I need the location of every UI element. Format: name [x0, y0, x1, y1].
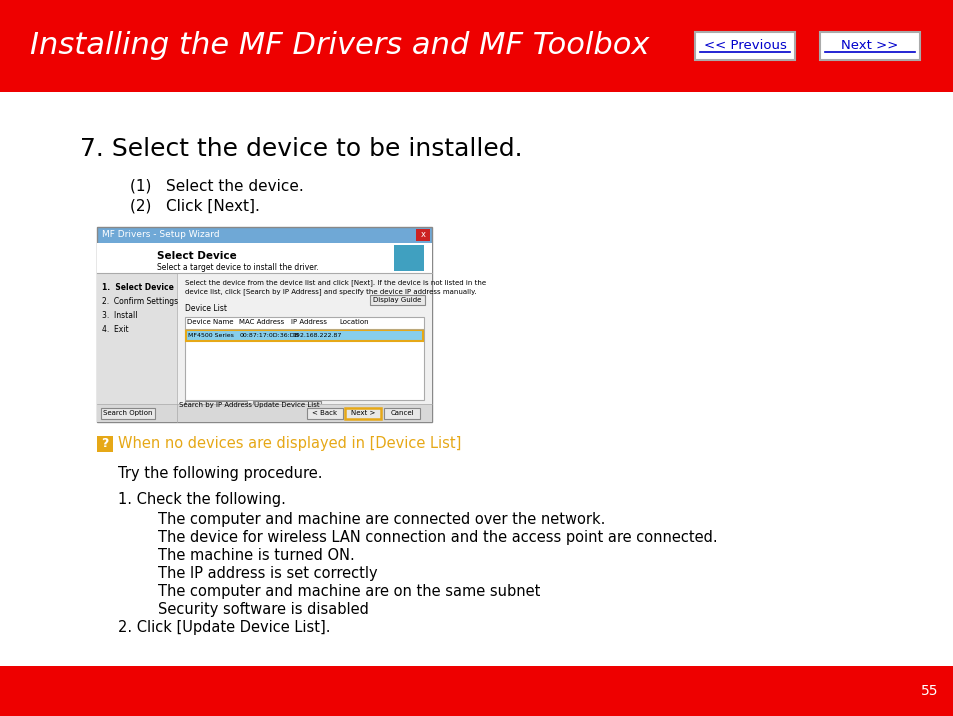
Text: << Previous: << Previous: [702, 39, 785, 52]
Text: x: x: [420, 230, 425, 239]
Bar: [394, 245, 423, 271]
Text: (2)   Click [Next].: (2) Click [Next].: [130, 198, 259, 213]
Text: Cancel: Cancel: [390, 410, 414, 416]
Text: 7. Select the device to be installed.: 7. Select the device to be installed.: [80, 137, 522, 160]
Text: IP Address: IP Address: [291, 319, 327, 324]
Text: The IP address is set correctly: The IP address is set correctly: [158, 566, 377, 581]
Text: 192.168.222.87: 192.168.222.87: [292, 333, 341, 338]
Text: Select a target device to install the driver.: Select a target device to install the dr…: [157, 263, 318, 271]
Text: MAC Address: MAC Address: [239, 319, 284, 324]
Text: < Back: < Back: [313, 410, 337, 416]
Text: The device for wireless LAN connection and the access point are connected.: The device for wireless LAN connection a…: [158, 530, 717, 545]
Text: Device List: Device List: [185, 304, 227, 313]
Text: The computer and machine are connected over the network.: The computer and machine are connected o…: [158, 512, 605, 527]
Text: 55: 55: [921, 684, 938, 698]
Text: ?: ?: [101, 437, 109, 450]
Text: Select Device: Select Device: [157, 251, 236, 261]
FancyBboxPatch shape: [384, 407, 419, 419]
Text: device list, click [Search by IP Address] and specify the device IP address manu: device list, click [Search by IP Address…: [185, 289, 476, 296]
Text: Update Device List: Update Device List: [253, 402, 319, 408]
Text: Location: Location: [338, 319, 368, 324]
Text: When no devices are displayed in [Device List]: When no devices are displayed in [Device…: [118, 436, 461, 451]
Text: Try the following procedure.: Try the following procedure.: [118, 465, 322, 480]
Text: Search Option: Search Option: [103, 410, 152, 416]
Text: Search by IP Address: Search by IP Address: [179, 402, 253, 408]
Text: 4.  Exit: 4. Exit: [102, 324, 129, 334]
Text: The computer and machine are on the same subnet: The computer and machine are on the same…: [158, 584, 539, 599]
Text: Security software is disabled: Security software is disabled: [158, 601, 369, 616]
FancyBboxPatch shape: [370, 295, 424, 304]
Text: 3.  Install: 3. Install: [102, 311, 137, 319]
FancyBboxPatch shape: [253, 401, 320, 410]
Bar: [97, 404, 432, 422]
Bar: [185, 316, 423, 400]
Bar: [97, 227, 432, 422]
Bar: [97, 227, 432, 243]
FancyBboxPatch shape: [101, 407, 154, 419]
Text: 2.  Confirm Settings: 2. Confirm Settings: [102, 296, 178, 306]
FancyBboxPatch shape: [820, 32, 919, 60]
Text: Select the device from the device list and click [Next]. If the device is not li: Select the device from the device list a…: [185, 280, 486, 286]
Bar: [186, 329, 422, 341]
Text: 2. Click [Update Device List].: 2. Click [Update Device List].: [118, 619, 330, 634]
Bar: [97, 273, 177, 422]
Text: 1. Check the following.: 1. Check the following.: [118, 492, 286, 507]
Text: Next >: Next >: [351, 410, 375, 416]
Bar: [0, 0, 953, 92]
Text: Next >>: Next >>: [841, 39, 898, 52]
FancyBboxPatch shape: [695, 32, 794, 60]
Text: Device Name: Device Name: [187, 319, 233, 324]
FancyBboxPatch shape: [345, 407, 380, 419]
Text: 1.  Select Device: 1. Select Device: [102, 283, 173, 291]
Text: (1)   Select the device.: (1) Select the device.: [130, 179, 303, 193]
Bar: [97, 243, 432, 273]
FancyBboxPatch shape: [307, 407, 343, 419]
Text: Display Guide: Display Guide: [373, 296, 420, 303]
Text: Installing the MF Drivers and MF Toolbox: Installing the MF Drivers and MF Toolbox: [30, 32, 649, 60]
Bar: [0, 666, 953, 716]
Text: The machine is turned ON.: The machine is turned ON.: [158, 548, 355, 563]
Text: 00:87:17:0D:36:DB: 00:87:17:0D:36:DB: [240, 333, 299, 338]
Bar: [97, 243, 432, 422]
Text: MF4500 Series: MF4500 Series: [188, 333, 233, 338]
FancyBboxPatch shape: [185, 401, 247, 410]
Text: MF Drivers - Setup Wizard: MF Drivers - Setup Wizard: [102, 230, 219, 239]
Bar: [97, 435, 112, 452]
Bar: [416, 228, 430, 241]
